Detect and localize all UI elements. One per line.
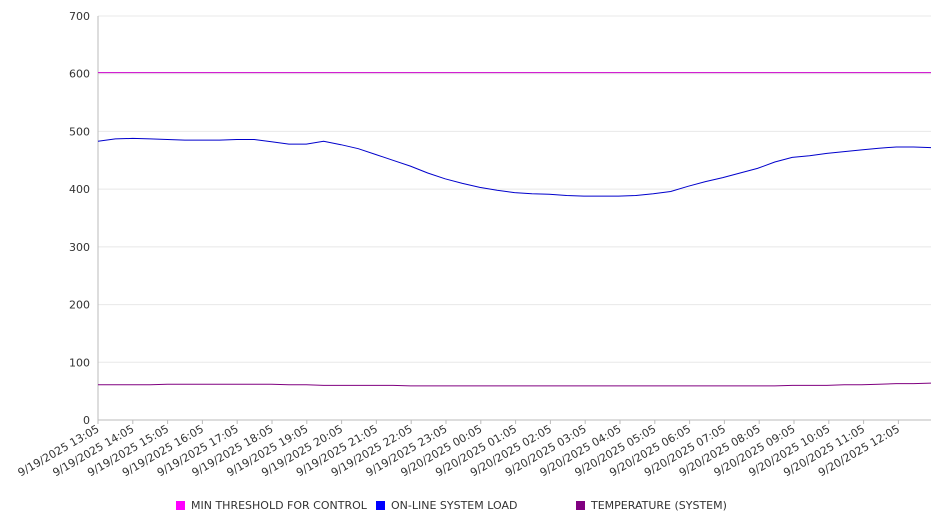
y-tick-label: 500 bbox=[69, 125, 90, 138]
legend-swatch-temperature bbox=[576, 500, 585, 510]
series-lines bbox=[97, 72, 932, 387]
y-axis-ticks: 0 100 200 300 400 500 600 700 bbox=[69, 10, 90, 427]
legend-item-temperature: TEMPERATURE (SYSTEM) bbox=[576, 498, 727, 512]
y-tick-label: 600 bbox=[69, 68, 90, 81]
x-axis-ticks: 9/19/2025 13:059/19/2025 14:059/19/2025 … bbox=[16, 420, 902, 479]
legend-label-temperature: TEMPERATURE (SYSTEM) bbox=[591, 498, 727, 512]
legend-label-system-load: ON-LINE SYSTEM LOAD bbox=[391, 498, 518, 512]
gridlines bbox=[98, 15, 931, 363]
legend-swatch-system-load bbox=[376, 500, 385, 510]
legend-item-min-threshold: MIN THRESHOLD FOR CONTROL bbox=[176, 498, 367, 512]
legend-swatch-min-threshold bbox=[176, 500, 185, 510]
axes bbox=[97, 16, 931, 421]
series-line-2 bbox=[98, 382, 932, 387]
legend-item-system-load: ON-LINE SYSTEM LOAD bbox=[376, 498, 517, 512]
y-tick-label: 100 bbox=[69, 356, 90, 369]
y-tick-label: 400 bbox=[69, 183, 90, 196]
y-tick-label: 300 bbox=[69, 241, 90, 254]
legend-label-min-threshold: MIN THRESHOLD FOR CONTROL bbox=[191, 498, 367, 512]
y-tick-label: 700 bbox=[69, 10, 90, 23]
y-tick-label: 200 bbox=[69, 299, 90, 312]
series-line-1 bbox=[97, 137, 932, 197]
y-tick-label: 0 bbox=[83, 414, 90, 427]
